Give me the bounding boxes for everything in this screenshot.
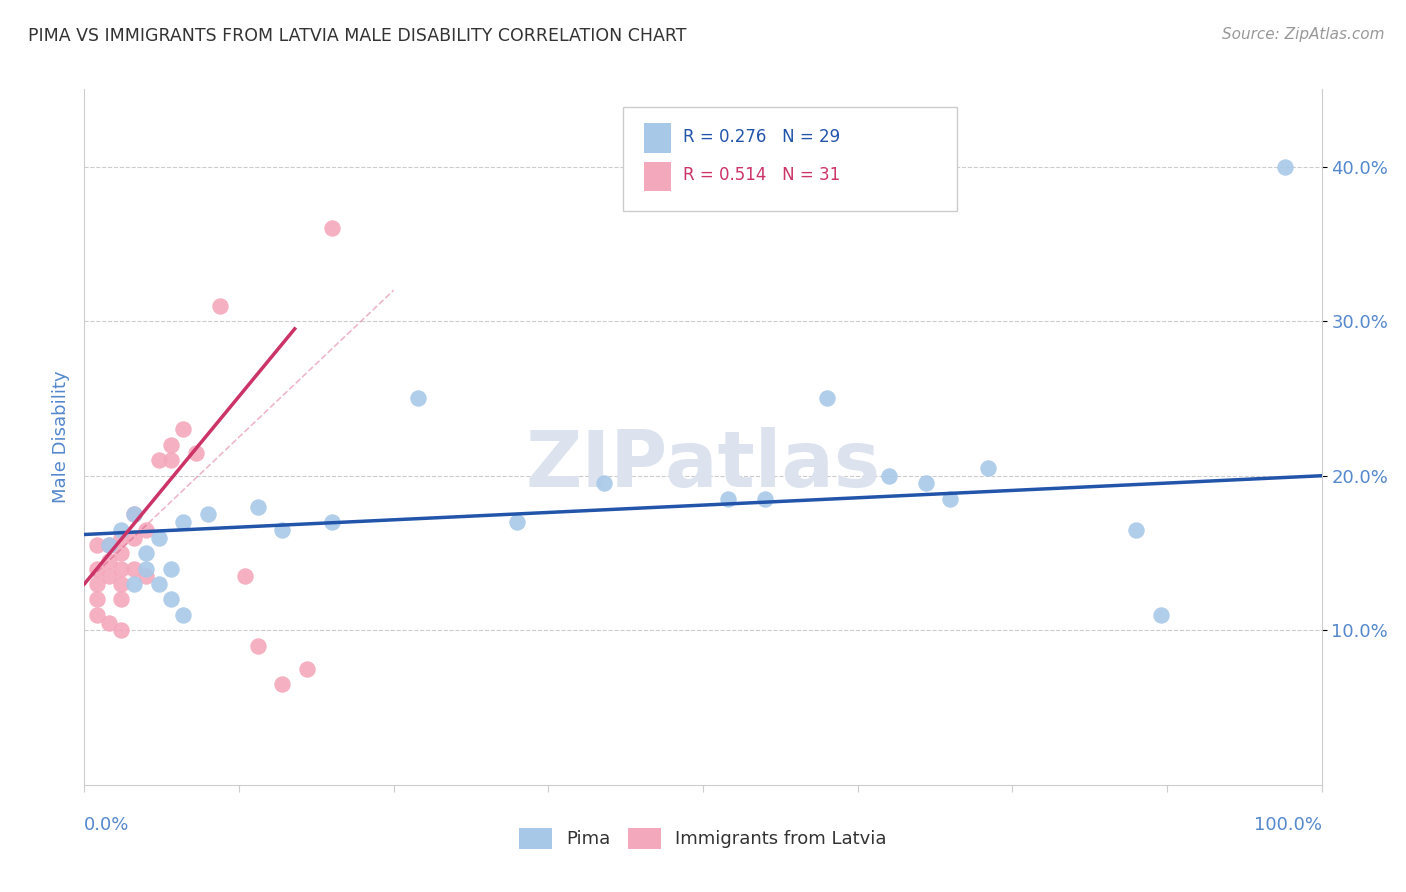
- Point: [98, 538, 121, 552]
- Point: [172, 422, 194, 436]
- Point: [110, 561, 132, 575]
- FancyBboxPatch shape: [623, 106, 956, 211]
- Point: [271, 523, 294, 537]
- Point: [233, 569, 256, 583]
- Point: [976, 461, 998, 475]
- Point: [914, 476, 936, 491]
- Point: [135, 561, 157, 575]
- Text: R = 0.276   N = 29: R = 0.276 N = 29: [683, 128, 841, 145]
- Point: [939, 491, 962, 506]
- Point: [110, 523, 132, 537]
- Text: R = 0.514   N = 31: R = 0.514 N = 31: [683, 166, 841, 184]
- Point: [1150, 607, 1173, 622]
- Point: [271, 677, 294, 691]
- Point: [110, 531, 132, 545]
- Point: [246, 639, 269, 653]
- Point: [321, 221, 343, 235]
- Point: [122, 531, 145, 545]
- Point: [148, 453, 170, 467]
- Point: [172, 515, 194, 529]
- Point: [506, 515, 529, 529]
- Point: [122, 561, 145, 575]
- Y-axis label: Male Disability: Male Disability: [52, 371, 70, 503]
- Text: ZIPatlas: ZIPatlas: [526, 427, 880, 503]
- Point: [160, 453, 183, 467]
- Text: 0.0%: 0.0%: [84, 816, 129, 834]
- Point: [184, 445, 207, 459]
- Point: [135, 523, 157, 537]
- Point: [98, 554, 121, 568]
- Point: [593, 476, 616, 491]
- Point: [160, 561, 183, 575]
- Point: [135, 546, 157, 560]
- Legend: Pima, Immigrants from Latvia: Pima, Immigrants from Latvia: [512, 821, 894, 856]
- Point: [321, 515, 343, 529]
- Point: [122, 577, 145, 591]
- Point: [98, 615, 121, 630]
- Point: [110, 592, 132, 607]
- Point: [717, 491, 740, 506]
- Point: [110, 546, 132, 560]
- Point: [1274, 160, 1296, 174]
- Point: [86, 577, 108, 591]
- Point: [209, 299, 232, 313]
- Point: [86, 592, 108, 607]
- Point: [86, 538, 108, 552]
- Point: [160, 438, 183, 452]
- Point: [1125, 523, 1147, 537]
- Point: [172, 607, 194, 622]
- Text: PIMA VS IMMIGRANTS FROM LATVIA MALE DISABILITY CORRELATION CHART: PIMA VS IMMIGRANTS FROM LATVIA MALE DISA…: [28, 27, 686, 45]
- FancyBboxPatch shape: [644, 123, 671, 153]
- Point: [246, 500, 269, 514]
- Point: [160, 592, 183, 607]
- Point: [122, 508, 145, 522]
- Point: [110, 624, 132, 638]
- Point: [408, 392, 430, 406]
- Point: [122, 508, 145, 522]
- Point: [98, 538, 121, 552]
- Point: [148, 577, 170, 591]
- Point: [815, 392, 838, 406]
- Point: [86, 607, 108, 622]
- Text: Source: ZipAtlas.com: Source: ZipAtlas.com: [1222, 27, 1385, 42]
- Point: [98, 569, 121, 583]
- Point: [754, 491, 776, 506]
- Point: [148, 531, 170, 545]
- Point: [110, 577, 132, 591]
- Point: [197, 508, 219, 522]
- FancyBboxPatch shape: [644, 161, 671, 191]
- Point: [877, 468, 900, 483]
- Point: [295, 662, 318, 676]
- Point: [135, 569, 157, 583]
- Text: 100.0%: 100.0%: [1254, 816, 1322, 834]
- Point: [86, 561, 108, 575]
